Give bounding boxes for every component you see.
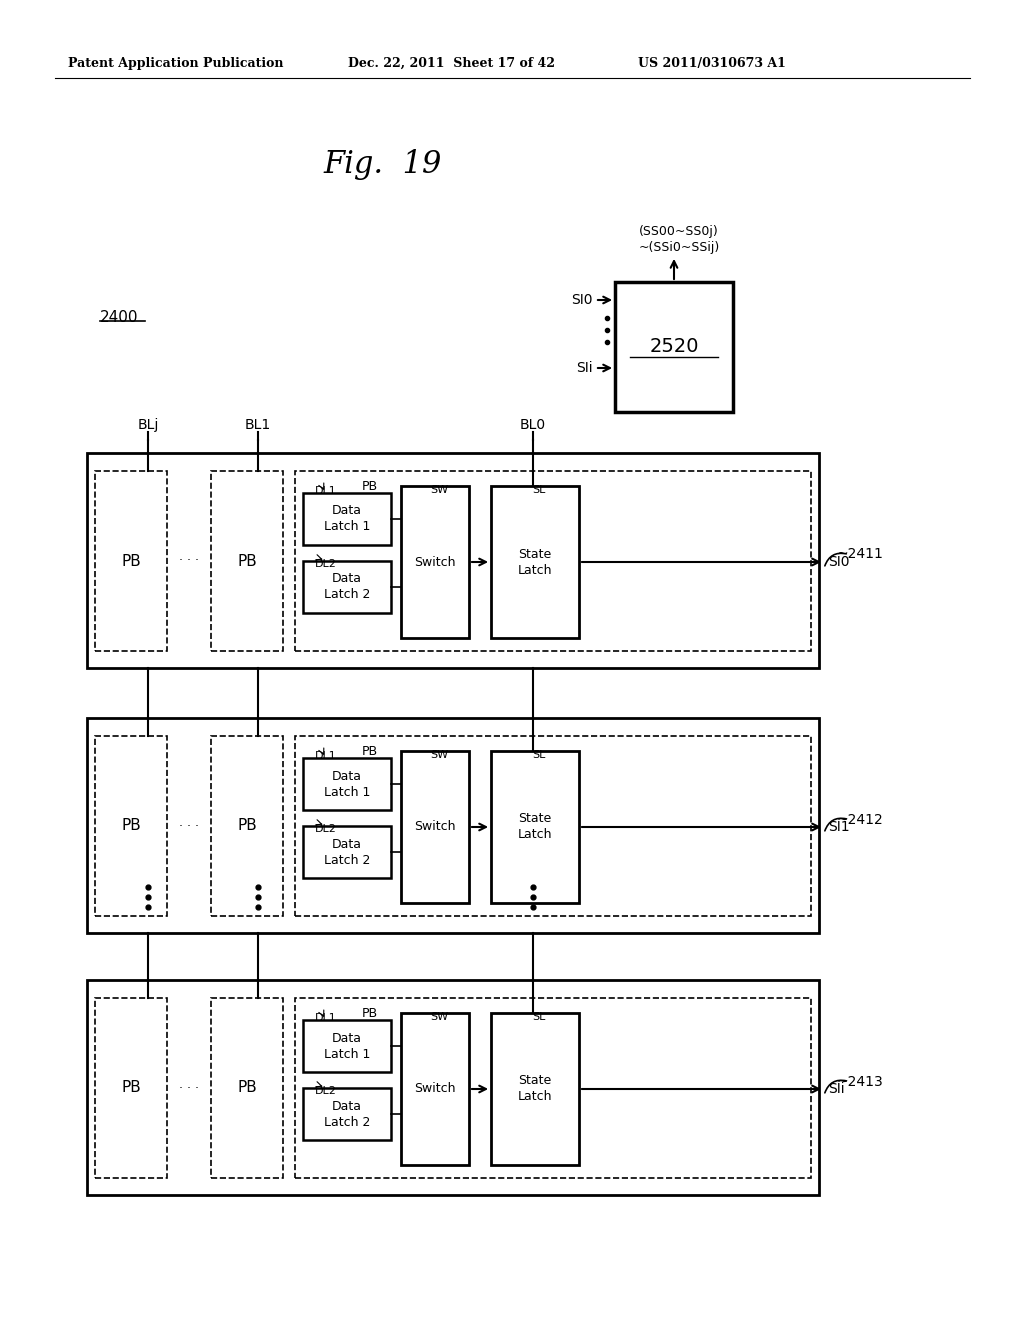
Text: ~2413: ~2413 (837, 1074, 884, 1089)
Text: Switch: Switch (415, 1082, 456, 1096)
Text: PB: PB (121, 1081, 141, 1096)
Text: US 2011/0310673 A1: US 2011/0310673 A1 (638, 57, 785, 70)
Text: Data
Latch 2: Data Latch 2 (324, 1100, 371, 1129)
Text: DL1: DL1 (315, 486, 337, 496)
Text: SI0: SI0 (571, 293, 593, 308)
Text: 2520: 2520 (649, 338, 698, 356)
Text: Patent Application Publication: Patent Application Publication (68, 57, 284, 70)
Text: PB: PB (121, 818, 141, 833)
Bar (87, 979, 819, 1195)
Text: Dec. 22, 2011  Sheet 17 of 42: Dec. 22, 2011 Sheet 17 of 42 (348, 57, 555, 70)
Text: Switch: Switch (415, 556, 456, 569)
Text: Fig.  19: Fig. 19 (324, 149, 442, 181)
Text: SI1: SI1 (828, 820, 850, 834)
Text: PB: PB (238, 553, 257, 569)
Bar (303, 1088, 391, 1140)
Bar (303, 826, 391, 878)
Text: DL2: DL2 (315, 824, 337, 834)
Text: SL: SL (532, 1012, 546, 1022)
Text: Data
Latch 2: Data Latch 2 (324, 837, 371, 866)
Text: PB: PB (361, 480, 378, 492)
Text: SW: SW (430, 1012, 449, 1022)
Bar (401, 751, 469, 903)
Text: SW: SW (430, 750, 449, 760)
Text: PB: PB (238, 1081, 257, 1096)
Bar (295, 998, 811, 1177)
Text: BL0: BL0 (520, 418, 546, 432)
Text: BLj: BLj (137, 418, 159, 432)
Bar (303, 561, 391, 612)
Text: · · ·: · · · (179, 1081, 199, 1094)
Bar (87, 718, 819, 933)
Bar (295, 737, 811, 916)
Text: ~2412: ~2412 (837, 813, 884, 826)
Bar (295, 471, 811, 651)
Bar (95, 471, 167, 651)
Text: Switch: Switch (415, 821, 456, 833)
Text: · · ·: · · · (179, 820, 199, 833)
Text: ~2411: ~2411 (837, 548, 884, 561)
Bar (211, 998, 283, 1177)
Text: State
Latch: State Latch (518, 1074, 552, 1104)
Text: (SS00~SS0j): (SS00~SS0j) (639, 224, 719, 238)
Text: Data
Latch 1: Data Latch 1 (324, 770, 371, 799)
Bar (303, 1020, 391, 1072)
Text: DL2: DL2 (315, 558, 337, 569)
Bar (211, 471, 283, 651)
Text: SL: SL (532, 484, 546, 495)
Text: State
Latch: State Latch (518, 813, 552, 842)
Bar (303, 758, 391, 810)
Bar (490, 1012, 579, 1166)
Text: ~(SSi0~SSij): ~(SSi0~SSij) (638, 242, 720, 253)
Text: DL1: DL1 (315, 1012, 337, 1023)
Text: SIi: SIi (828, 1082, 845, 1096)
Bar (303, 492, 391, 545)
Bar (87, 453, 819, 668)
Bar (490, 486, 579, 638)
Text: Data
Latch 1: Data Latch 1 (324, 1031, 371, 1060)
Text: PB: PB (361, 1007, 378, 1020)
Text: 2400: 2400 (100, 310, 138, 325)
Text: SL: SL (532, 750, 546, 760)
Bar (95, 737, 167, 916)
Text: · · ·: · · · (179, 554, 199, 568)
Bar (95, 998, 167, 1177)
Text: Data
Latch 1: Data Latch 1 (324, 504, 371, 533)
Text: SI0: SI0 (828, 554, 850, 569)
Bar (490, 751, 579, 903)
Bar (615, 282, 733, 412)
Text: SIi: SIi (577, 360, 593, 375)
Text: PB: PB (238, 818, 257, 833)
Bar (401, 1012, 469, 1166)
Text: Data
Latch 2: Data Latch 2 (324, 573, 371, 602)
Text: DL1: DL1 (315, 751, 337, 762)
Text: DL2: DL2 (315, 1086, 337, 1096)
Bar (401, 486, 469, 638)
Text: PB: PB (121, 553, 141, 569)
Bar (211, 737, 283, 916)
Text: BL1: BL1 (245, 418, 271, 432)
Text: State
Latch: State Latch (518, 548, 552, 577)
Text: PB: PB (361, 744, 378, 758)
Text: SW: SW (430, 484, 449, 495)
